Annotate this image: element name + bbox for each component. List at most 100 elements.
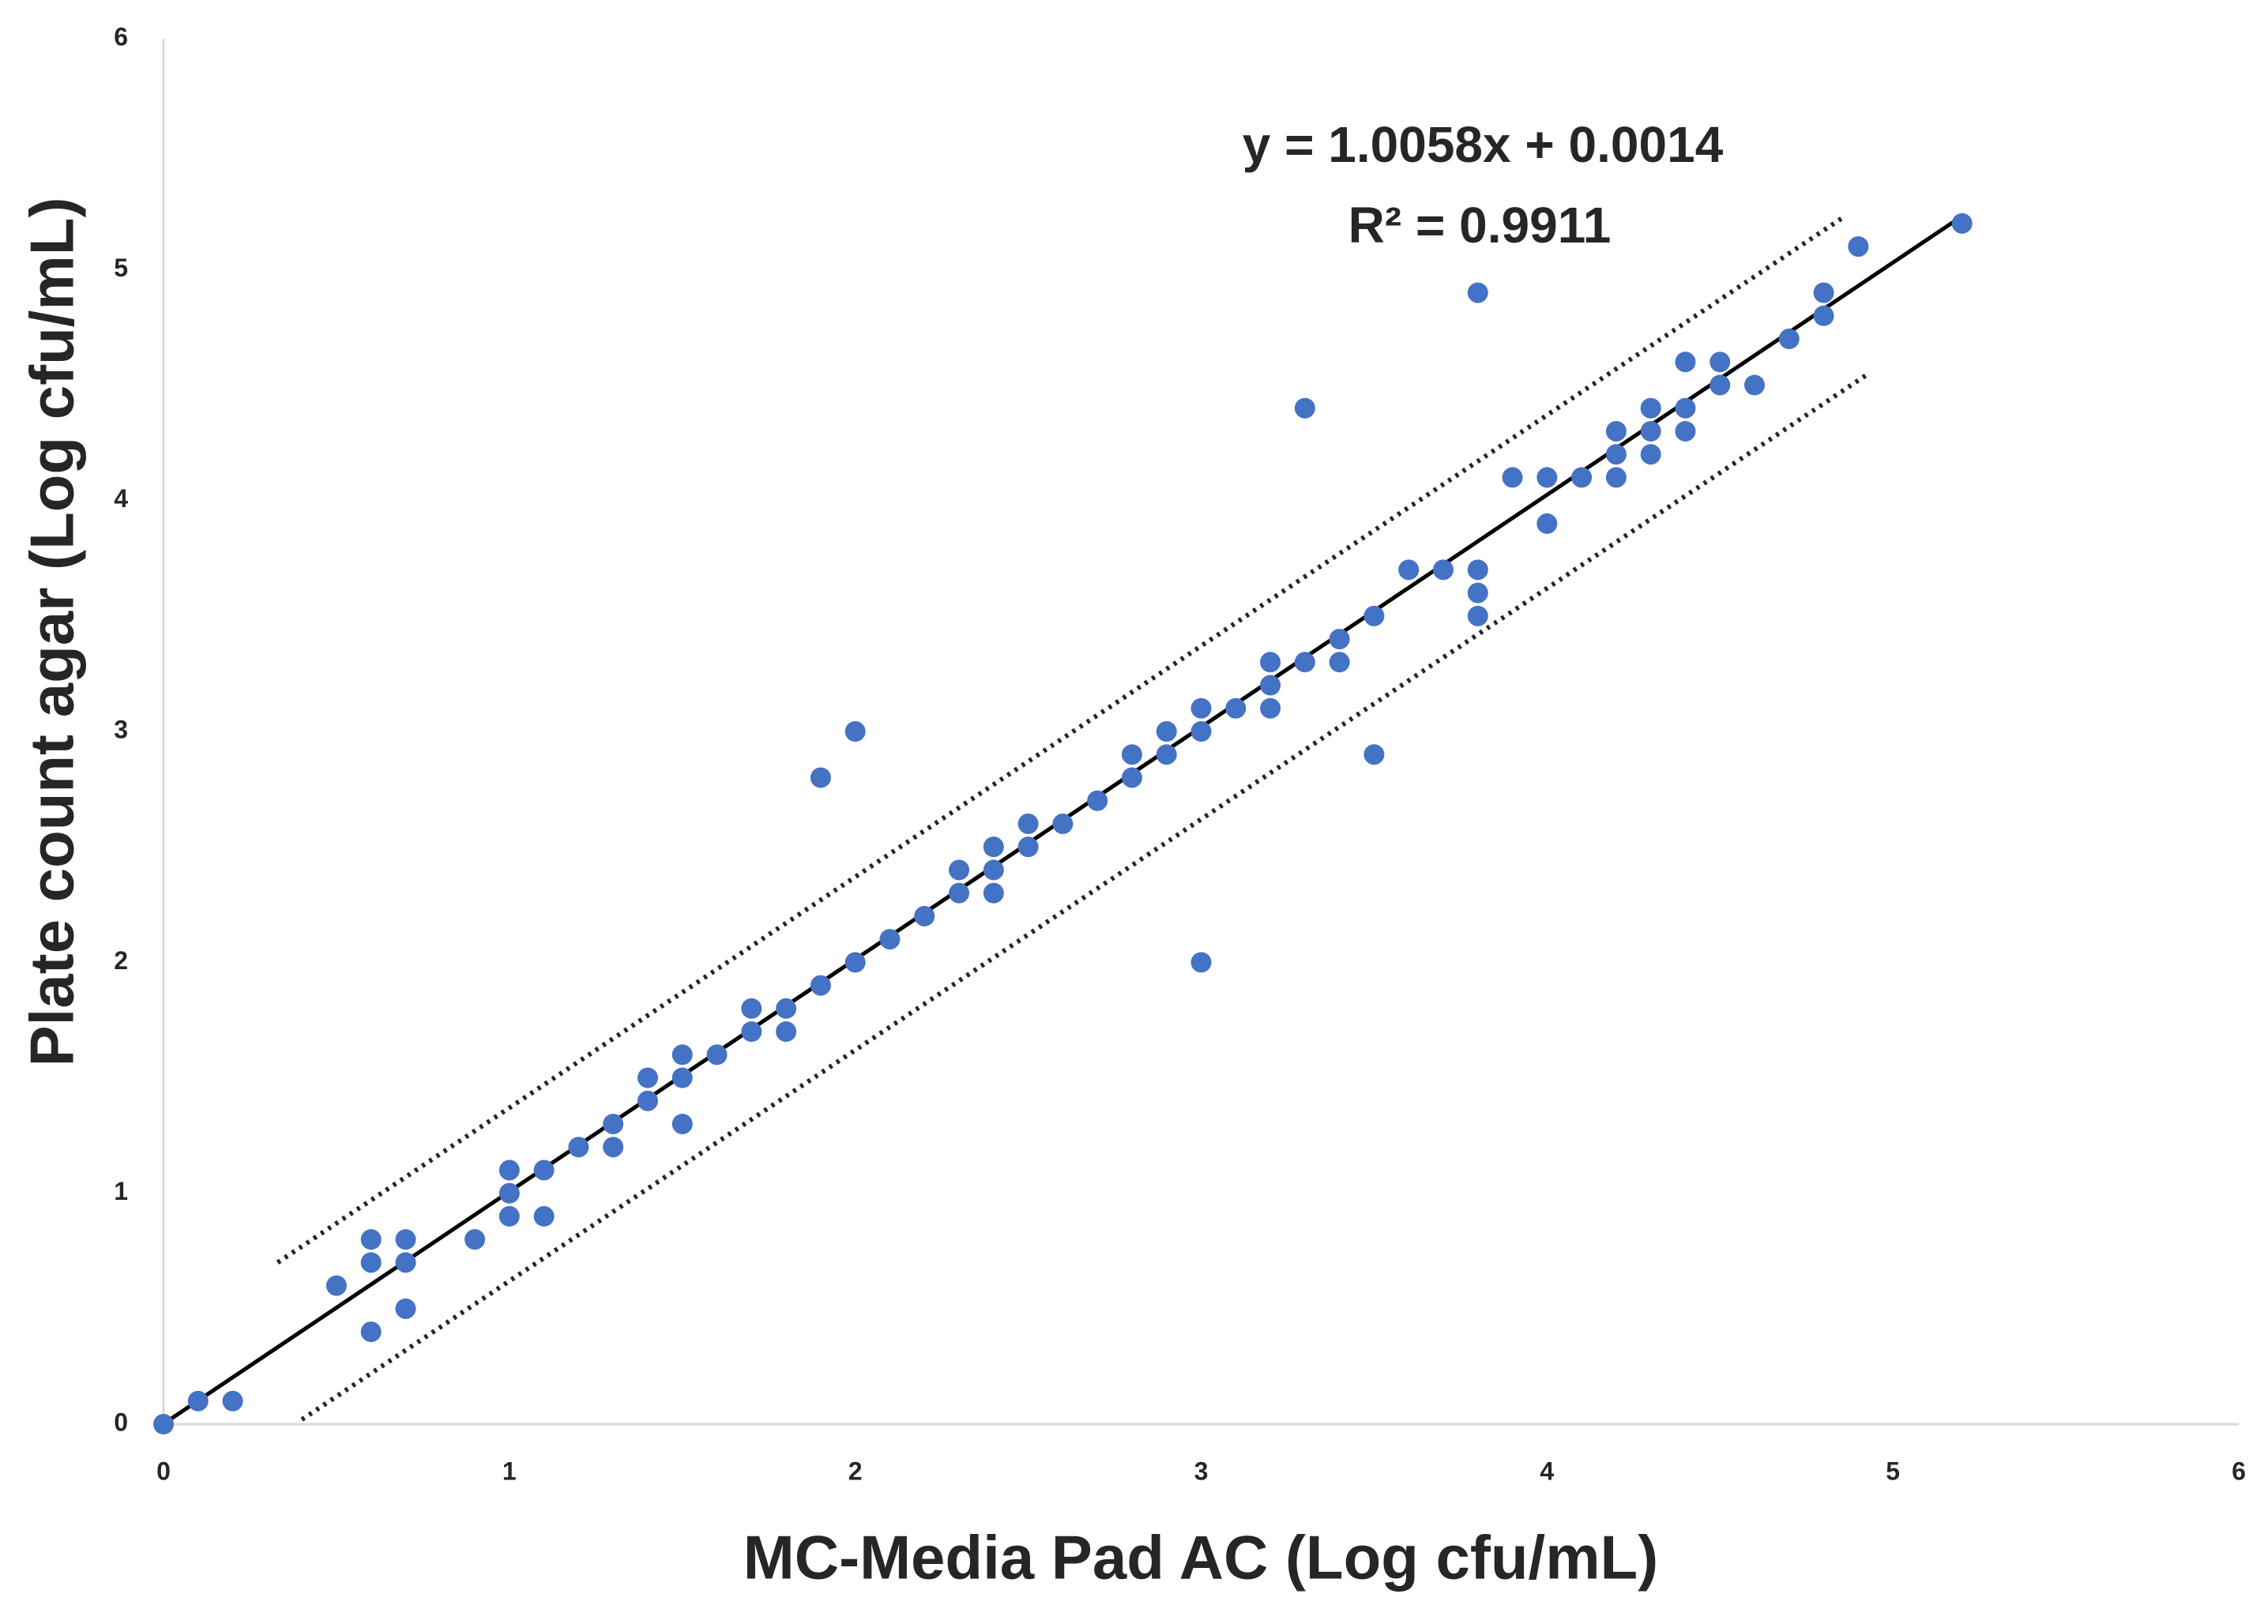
point: [1467, 559, 1488, 581]
point: [1951, 212, 1973, 234]
point: [1675, 351, 1696, 373]
point: [637, 1090, 658, 1111]
point: [1675, 420, 1696, 442]
point: [844, 721, 866, 742]
point: [1294, 397, 1315, 419]
point: [1121, 744, 1142, 765]
x-axis-label: MC-Media Pad AC (Log cfu/mL): [743, 1523, 1658, 1592]
point: [1605, 420, 1627, 442]
point: [1675, 397, 1696, 419]
y-tick-label: 3: [114, 715, 128, 743]
bound-line: [276, 214, 1846, 1265]
point: [1363, 605, 1385, 626]
point: [568, 1137, 589, 1158]
point: [1848, 236, 1869, 258]
point: [603, 1137, 624, 1158]
y-tick-label: 1: [114, 1177, 128, 1205]
y-tick-label: 2: [114, 946, 128, 975]
x-tick-label: 1: [502, 1457, 517, 1485]
point: [1329, 629, 1350, 650]
point: [1017, 813, 1039, 834]
point: [1190, 952, 1212, 973]
point: [844, 952, 866, 973]
y-tick-label: 4: [114, 484, 128, 513]
point: [1467, 605, 1488, 626]
x-tick-label: 6: [2232, 1457, 2246, 1485]
point: [1398, 559, 1420, 581]
x-tick-label: 4: [1540, 1457, 1554, 1485]
point: [1467, 582, 1488, 603]
point: [222, 1390, 243, 1412]
point: [949, 859, 970, 881]
point: [360, 1229, 382, 1250]
x-tick-label: 0: [156, 1457, 171, 1485]
bound-line: [300, 371, 1871, 1422]
point: [465, 1229, 486, 1250]
point: [1363, 744, 1385, 765]
point: [1571, 467, 1593, 488]
point: [1467, 282, 1488, 303]
point: [983, 836, 1004, 858]
point: [1432, 559, 1454, 581]
point: [1640, 444, 1661, 465]
point: [810, 975, 831, 996]
point: [949, 882, 970, 904]
x-tick-label: 5: [1886, 1457, 1900, 1485]
point: [1294, 652, 1315, 673]
y-axis-label: Plate count agar (Log cfu/mL): [17, 197, 87, 1067]
point: [1605, 467, 1627, 488]
point: [1121, 767, 1142, 788]
point: [1640, 420, 1661, 442]
point: [810, 767, 831, 788]
point: [741, 1021, 762, 1043]
y-tick-label: 0: [114, 1408, 128, 1436]
point: [1536, 467, 1558, 488]
point: [1260, 697, 1281, 719]
point: [187, 1390, 209, 1412]
point: [153, 1414, 174, 1434]
point: [395, 1229, 416, 1250]
point: [1156, 721, 1177, 742]
r-squared: R² = 0.9911: [1348, 197, 1612, 254]
point: [983, 882, 1004, 904]
point: [637, 1067, 658, 1088]
y-tick-label: 6: [114, 22, 128, 51]
point: [1536, 513, 1558, 534]
point: [706, 1044, 728, 1066]
point: [1605, 444, 1627, 465]
point: [360, 1252, 382, 1273]
point: [1813, 305, 1834, 326]
point: [1087, 790, 1108, 811]
point: [741, 998, 762, 1019]
point: [1052, 813, 1074, 834]
point: [1813, 282, 1834, 303]
point: [776, 1021, 797, 1043]
point: [533, 1205, 555, 1227]
point: [325, 1275, 347, 1296]
point: [498, 1160, 520, 1181]
point: [603, 1113, 624, 1134]
point: [671, 1067, 693, 1088]
x-tick-label: 2: [848, 1457, 863, 1485]
point: [395, 1252, 416, 1273]
point: [1744, 374, 1766, 396]
trendline-equation: y = 1.0058x + 0.0014: [1243, 116, 1724, 173]
point: [671, 1113, 693, 1134]
point: [879, 929, 901, 950]
point: [1260, 652, 1281, 673]
point: [1502, 467, 1523, 488]
point: [360, 1321, 382, 1343]
point: [1190, 697, 1212, 719]
point: [1778, 329, 1800, 350]
y-tick-label: 5: [114, 254, 128, 282]
point: [1709, 351, 1731, 373]
point: [914, 905, 935, 927]
point: [395, 1298, 416, 1319]
point: [1225, 697, 1247, 719]
point: [1709, 374, 1731, 396]
point: [983, 859, 1004, 881]
point: [498, 1205, 520, 1227]
x-tick-label: 3: [1194, 1457, 1209, 1485]
